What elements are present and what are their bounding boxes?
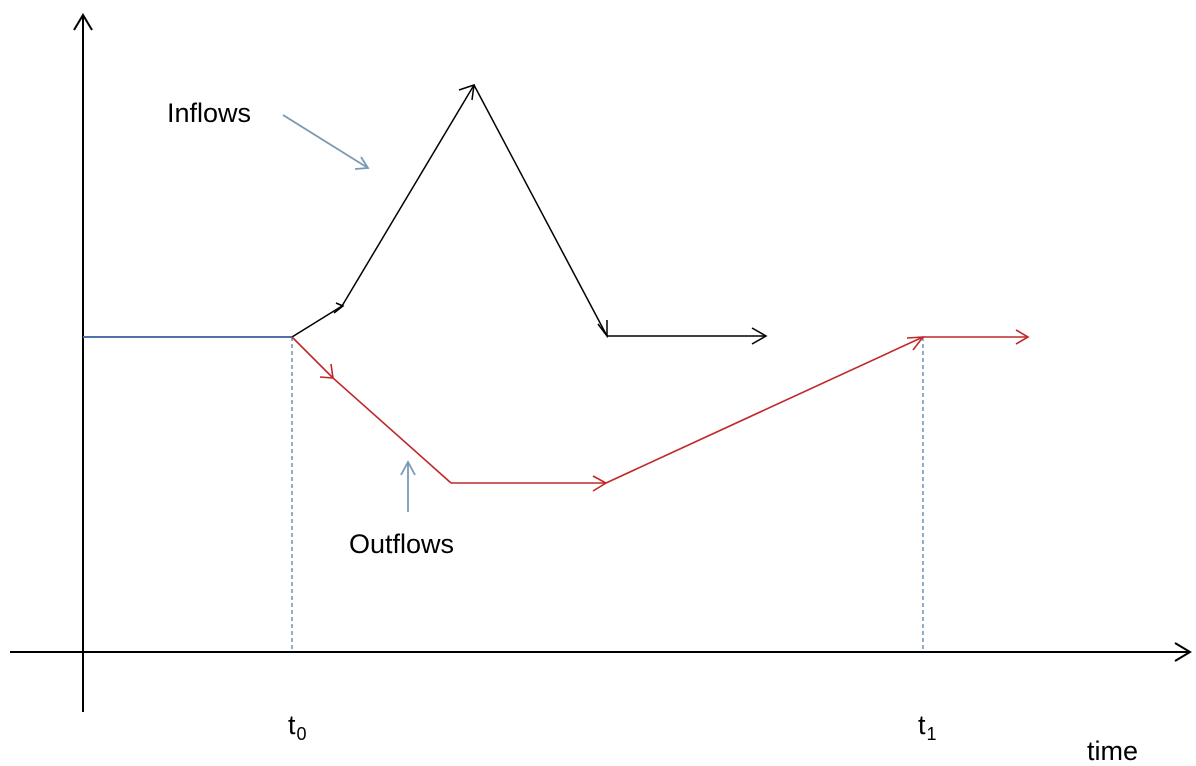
- outflows-pointer-arrow: [400, 460, 416, 512]
- x-axis-label: time: [1087, 736, 1139, 766]
- t0-tick-label: t0: [288, 710, 307, 744]
- t1-tick-label-sub: 1: [926, 724, 937, 744]
- inflows-path: [291, 83, 768, 345]
- outflows-path: [291, 329, 1030, 492]
- outflows-label: Outflows: [349, 529, 455, 559]
- t0-tick-label-main: t: [288, 710, 296, 740]
- inflows-label: Inflows: [167, 98, 252, 128]
- y-axis: [73, 13, 93, 712]
- t0-tick-label-sub: 0: [296, 724, 307, 744]
- inflows-pointer-arrow: [282, 114, 370, 170]
- t1-tick-label-main: t: [918, 710, 926, 740]
- t1-tick-label: t1: [918, 710, 937, 744]
- x-axis: [10, 642, 1192, 662]
